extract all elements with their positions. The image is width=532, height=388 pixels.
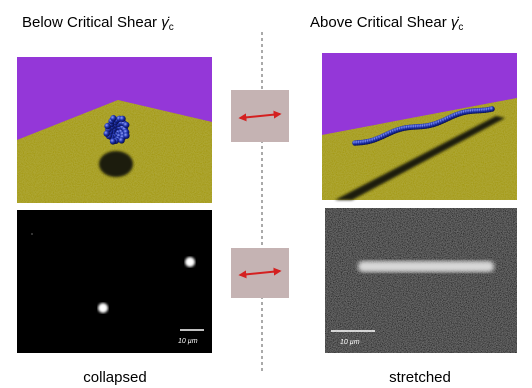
flow-indicator bbox=[231, 90, 289, 142]
subscript: c bbox=[169, 22, 174, 33]
stretched-molecule bbox=[358, 261, 494, 272]
spot bbox=[185, 257, 195, 267]
stretched-image: 10 µm bbox=[325, 208, 517, 353]
caption: collapsed bbox=[83, 369, 146, 386]
figure: Below Critical Shear γ̇c Above Critical … bbox=[0, 0, 532, 388]
bead bbox=[123, 122, 129, 128]
title-text: Above Critical Shear bbox=[310, 14, 447, 31]
bead bbox=[110, 138, 116, 144]
bead bbox=[123, 132, 129, 138]
title-text: Below Critical Shear bbox=[22, 14, 157, 31]
spot bbox=[98, 303, 108, 313]
caption: stretched bbox=[389, 369, 451, 386]
micrograph bbox=[17, 210, 212, 353]
bead bbox=[119, 116, 125, 122]
right-title: Above Critical Shear γ̇c bbox=[310, 14, 463, 33]
bead bbox=[489, 106, 495, 112]
bead bbox=[118, 137, 124, 143]
flow-indicator bbox=[231, 248, 289, 298]
subscript: c bbox=[458, 22, 463, 33]
collapsed-image: 10 µm bbox=[17, 210, 212, 353]
shadow bbox=[99, 151, 133, 177]
bead bbox=[104, 123, 110, 129]
left-title: Below Critical Shear γ̇c bbox=[22, 14, 174, 33]
collapsed-render bbox=[17, 57, 212, 203]
stretched-render bbox=[322, 53, 517, 200]
scale-label: 10 µm bbox=[340, 339, 360, 346]
bead bbox=[104, 130, 110, 136]
bead bbox=[110, 115, 116, 121]
speck bbox=[31, 233, 33, 235]
scale-label: 10 µm bbox=[178, 338, 198, 345]
